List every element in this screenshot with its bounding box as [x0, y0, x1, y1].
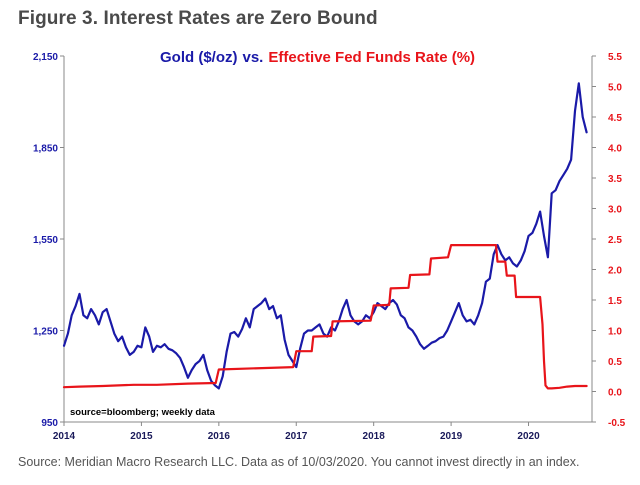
right-tick-label: 4.5	[608, 113, 622, 124]
source-annotation: source=bloomberg; weekly data	[70, 407, 216, 418]
right-tick-label: 3.5	[608, 174, 622, 185]
x-tick-label: 2016	[208, 431, 231, 442]
chart-title: Gold ($/oz) vs. Effective Fed Funds Rate…	[160, 49, 475, 66]
right-tick-label: 5.0	[608, 83, 622, 94]
x-tick-label: 2020	[517, 431, 540, 442]
right-tick-label: 3.0	[608, 205, 622, 216]
fed-funds-rate-line	[62, 244, 588, 390]
axes: 950 1,250 1,550 1,850 2,150 -0.5 0.0 0.5 1.0 1.5 2…	[33, 52, 626, 442]
chart-title-vs: vs.	[243, 49, 264, 66]
right-tick-label: 0.5	[608, 357, 622, 368]
x-tick-label: 2018	[363, 431, 386, 442]
x-tick-label: 2017	[285, 431, 308, 442]
chart: Gold ($/oz) vs. Effective Fed Funds Rate…	[33, 49, 626, 442]
chart-title-fed: Effective Fed Funds Rate (%)	[268, 49, 475, 66]
footer-note: Source: Meridian Macro Research LLC. Dat…	[18, 455, 580, 469]
x-tick-label: 2014	[53, 431, 76, 442]
right-tick-label: 2.5	[608, 235, 622, 246]
right-tick-label: -0.5	[608, 418, 626, 429]
right-tick-label: 5.5	[608, 52, 622, 63]
chart-title-gold: Gold ($/oz)	[160, 49, 238, 66]
right-tick-label: 1.5	[608, 296, 622, 307]
x-tick-label: 2015	[130, 431, 153, 442]
x-tick-label: 2019	[440, 431, 463, 442]
right-tick-label: 0.0	[608, 388, 622, 399]
right-tick-label: 4.0	[608, 144, 622, 155]
left-tick-label: 1,550	[33, 235, 58, 246]
left-tick-label: 1,850	[33, 144, 58, 155]
gold-price-line	[62, 82, 588, 390]
series-group	[62, 82, 588, 390]
figure-title: Figure 3. Interest Rates are Zero Bound	[18, 8, 378, 29]
right-tick-label: 2.0	[608, 266, 622, 277]
right-tick-label: 1.0	[608, 327, 622, 338]
left-tick-label: 1,250	[33, 327, 58, 338]
left-tick-label: 950	[41, 418, 58, 429]
left-tick-label: 2,150	[33, 52, 58, 63]
